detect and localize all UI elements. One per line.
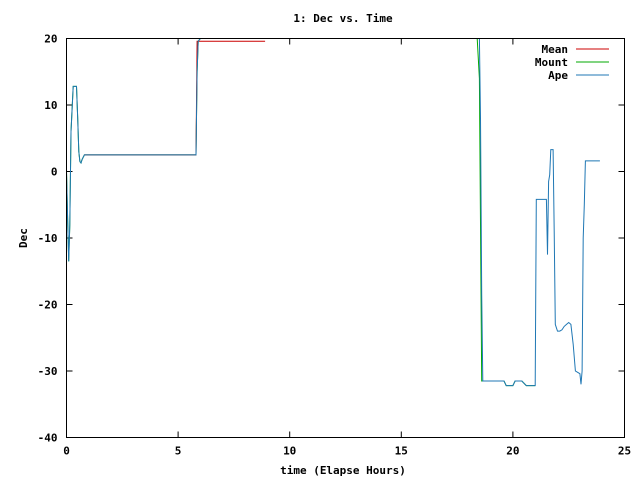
axis-ticks: 0 5 10 15 20 25 -40 -30 -20 -10 0 10 20: [38, 33, 632, 458]
chart-title: 1: Dec vs. Time: [293, 12, 393, 25]
y-tick-label: 0: [51, 166, 58, 179]
y-tick-label: -20: [38, 299, 58, 312]
series-layer: [66, 38, 600, 387]
x-tick-label: 0: [63, 445, 70, 458]
y-tick-label: -30: [38, 365, 58, 378]
y-axis-label: Dec: [17, 228, 30, 248]
series-ape-line: [66, 38, 600, 387]
x-axis-label: time (Elapse Hours): [280, 464, 406, 477]
x-tick-label: 5: [175, 445, 182, 458]
series-mean-line: [84, 40, 266, 156]
legend-label-mean: Mean: [542, 43, 569, 56]
plot-frame: [66, 38, 625, 438]
x-tick-label: 20: [506, 445, 519, 458]
x-tick-label: 15: [395, 445, 408, 458]
legend-label-mount: Mount: [535, 56, 568, 69]
y-tick-label: 20: [44, 33, 57, 46]
x-tick-label: 25: [618, 445, 631, 458]
series-mount-line: [66, 38, 536, 387]
y-tick-label: -10: [38, 232, 58, 245]
legend-label-ape: Ape: [548, 69, 568, 82]
y-tick-label: 10: [44, 99, 57, 112]
x-tick-label: 10: [283, 445, 296, 458]
y-tick-label: -40: [38, 432, 58, 445]
